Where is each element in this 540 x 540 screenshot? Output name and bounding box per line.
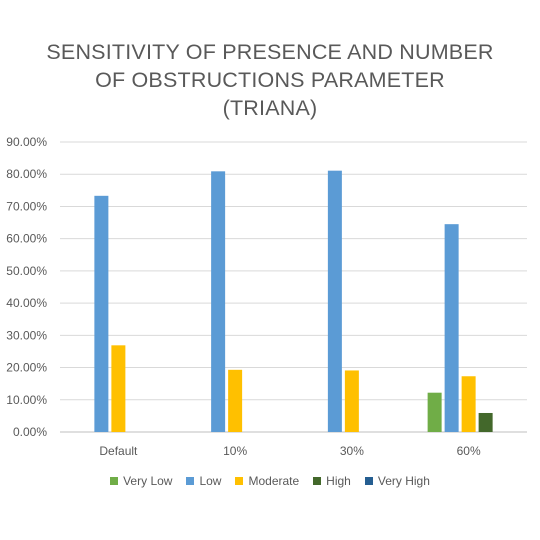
y-tick-label: 30.00% [6,328,47,342]
legend-label: Low [199,474,222,488]
x-tick-label: 60% [457,444,481,458]
legend-item: High [313,474,351,488]
legend-item: Very Low [110,474,172,488]
bar [211,171,226,433]
chart-title: SENSITIVITY OF PRESENCE AND NUMBER OF OB… [46,40,494,120]
bar [344,370,359,432]
bar [427,392,442,432]
y-tick-label: 90.00% [6,135,47,149]
legend-swatch [110,477,119,485]
bar [444,224,459,432]
legend-item: Very High [364,474,430,488]
legend-label: Very Low [123,474,173,488]
legend-label: High [326,474,351,488]
y-tick-label: 50.00% [6,264,47,278]
bar [327,170,342,432]
x-tick-label: 10% [223,444,247,458]
y-tick-label: 10.00% [6,393,47,407]
legend-swatch [235,477,244,485]
legend-label: Very High [377,474,430,488]
legend-label: Moderate [248,474,300,488]
y-tick-label: 60.00% [6,232,47,246]
chart-legend: Very Low Low Moderate High Very High [0,474,540,488]
legend-swatch [186,477,195,485]
legend-item: Low [186,474,221,488]
legend-swatch [364,477,373,485]
x-tick-label: 30% [340,444,364,458]
y-tick-label: 0.00% [13,425,47,439]
bar [94,195,109,432]
bar [461,376,476,432]
bar [228,369,243,432]
x-tick-label: Default [99,444,138,458]
y-tick-label: 70.00% [6,199,47,213]
bar [111,345,126,432]
legend-swatch [313,477,322,485]
legend-item: Moderate [235,474,299,488]
y-tick-label: 80.00% [6,167,47,181]
y-tick-label: 40.00% [6,296,47,310]
y-tick-label: 20.00% [6,361,47,375]
bar [478,412,493,432]
